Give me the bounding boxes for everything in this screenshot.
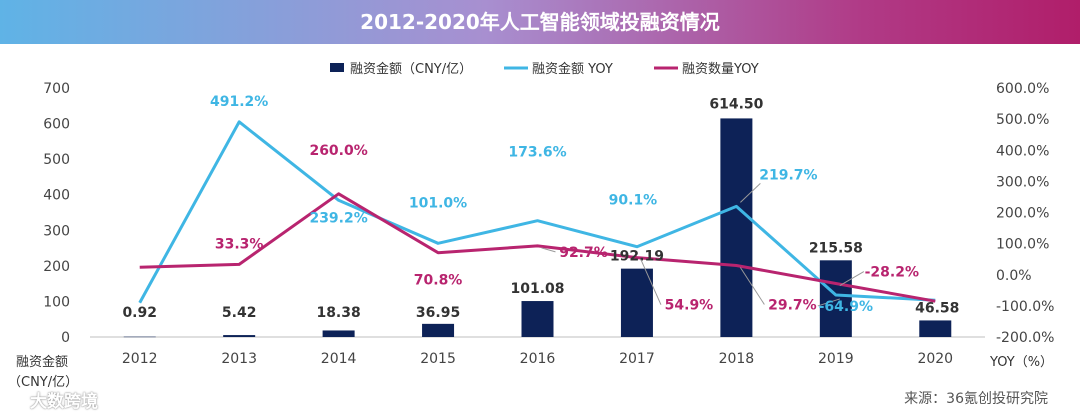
bar bbox=[720, 118, 753, 337]
y-left-tick: 500 bbox=[43, 152, 70, 168]
y-right-tick: 400.0% bbox=[996, 143, 1049, 159]
yoy-amount-label: 239.2% bbox=[309, 210, 367, 226]
legend-label: 融资数量YOY bbox=[682, 62, 759, 77]
y-right-tick: 600.0% bbox=[996, 81, 1049, 97]
yoy-count-label: 92.7% bbox=[559, 245, 608, 261]
bar-value-label: 18.38 bbox=[316, 305, 360, 321]
line-series-amount-yoy bbox=[138, 120, 936, 304]
y-right-tick: -200.0% bbox=[996, 330, 1054, 346]
yoy-amount-label: 90.1% bbox=[609, 193, 658, 209]
y-right-axis-title: YOY（%） bbox=[989, 355, 1053, 370]
legend-label: 融资金额 YOY bbox=[532, 61, 613, 77]
legend-swatch-bar bbox=[330, 63, 344, 72]
yoy-amount-label: 173.6% bbox=[508, 145, 566, 161]
bar-value-label: 36.95 bbox=[416, 305, 460, 321]
bar bbox=[422, 323, 455, 337]
y-right-tick: 500.0% bbox=[996, 112, 1049, 128]
watermark: 大数跨境 bbox=[30, 392, 98, 412]
bar-value-label: 0.92 bbox=[122, 305, 157, 321]
bar bbox=[919, 320, 952, 337]
y-right-tick: 200.0% bbox=[996, 206, 1049, 222]
yoy-count-label: 70.8% bbox=[414, 273, 463, 289]
y-left-tick: 300 bbox=[43, 223, 70, 239]
leader-line bbox=[541, 247, 556, 253]
y-right-tick: 100.0% bbox=[996, 237, 1049, 253]
bar-value-label: 5.42 bbox=[222, 305, 257, 321]
x-tick-label: 2018 bbox=[719, 351, 755, 367]
yoy-count-label: -28.2% bbox=[865, 265, 919, 281]
y-left-tick: 400 bbox=[43, 188, 70, 204]
x-tick-label: 2012 bbox=[122, 351, 158, 367]
yoy-amount-label: 491.2% bbox=[210, 94, 268, 110]
bar bbox=[123, 336, 156, 338]
leader-line bbox=[839, 271, 865, 286]
x-tick-label: 2019 bbox=[818, 351, 854, 367]
yoy-count-label: 54.9% bbox=[665, 298, 714, 314]
y-left-axis-title: 融资金额 bbox=[16, 354, 68, 370]
y-left-tick: 100 bbox=[43, 294, 70, 310]
yoy-count-label: 29.7% bbox=[768, 298, 817, 314]
y-right-tick: 300.0% bbox=[996, 174, 1049, 190]
y-left-axis-title: （CNY/亿） bbox=[8, 375, 78, 390]
x-tick-label: 2016 bbox=[520, 351, 556, 367]
yoy-amount-label: -64.9% bbox=[819, 299, 873, 315]
bar bbox=[819, 260, 852, 337]
chart-title: 2012-2020年人工智能领域投融资情况 bbox=[360, 10, 720, 34]
title-bar bbox=[0, 0, 1080, 44]
x-tick-label: 2013 bbox=[221, 351, 257, 367]
x-tick-label: 2015 bbox=[420, 351, 456, 367]
y-left-tick: 600 bbox=[43, 117, 70, 133]
y-right-tick: -100.0% bbox=[996, 299, 1054, 315]
source-note: 来源：36氪创投研究院 bbox=[904, 391, 1048, 407]
bar bbox=[223, 335, 256, 337]
y-left-tick: 0 bbox=[61, 330, 70, 346]
yoy-count-label: 33.3% bbox=[215, 236, 264, 252]
x-tick-label: 2020 bbox=[917, 351, 953, 367]
legend-label: 融资金额（CNY/亿） bbox=[350, 61, 472, 77]
bar bbox=[620, 268, 653, 337]
x-tick-label: 2017 bbox=[619, 351, 655, 367]
leader-line bbox=[640, 259, 662, 305]
bar-value-label: 46.58 bbox=[915, 300, 959, 316]
leader-line bbox=[739, 267, 765, 305]
bar-value-label: 101.08 bbox=[510, 281, 564, 297]
yoy-amount-label: 101.0% bbox=[409, 195, 467, 211]
yoy-count-label: 260.0% bbox=[309, 143, 367, 159]
line-series-count-yoy bbox=[139, 192, 936, 303]
leader-line bbox=[817, 298, 840, 307]
y-right-tick: 0.0% bbox=[996, 268, 1032, 284]
bar-value-label: 192.19 bbox=[610, 249, 664, 265]
x-tick-label: 2014 bbox=[321, 351, 357, 367]
yoy-amount-label: 219.7% bbox=[759, 167, 817, 183]
leader-line bbox=[740, 183, 761, 203]
bar bbox=[322, 330, 355, 337]
y-left-tick: 200 bbox=[43, 259, 70, 275]
bar-value-label: 614.50 bbox=[709, 96, 763, 112]
y-left-tick: 700 bbox=[43, 81, 70, 97]
bar-value-label: 215.58 bbox=[809, 240, 863, 256]
bar bbox=[521, 301, 554, 337]
